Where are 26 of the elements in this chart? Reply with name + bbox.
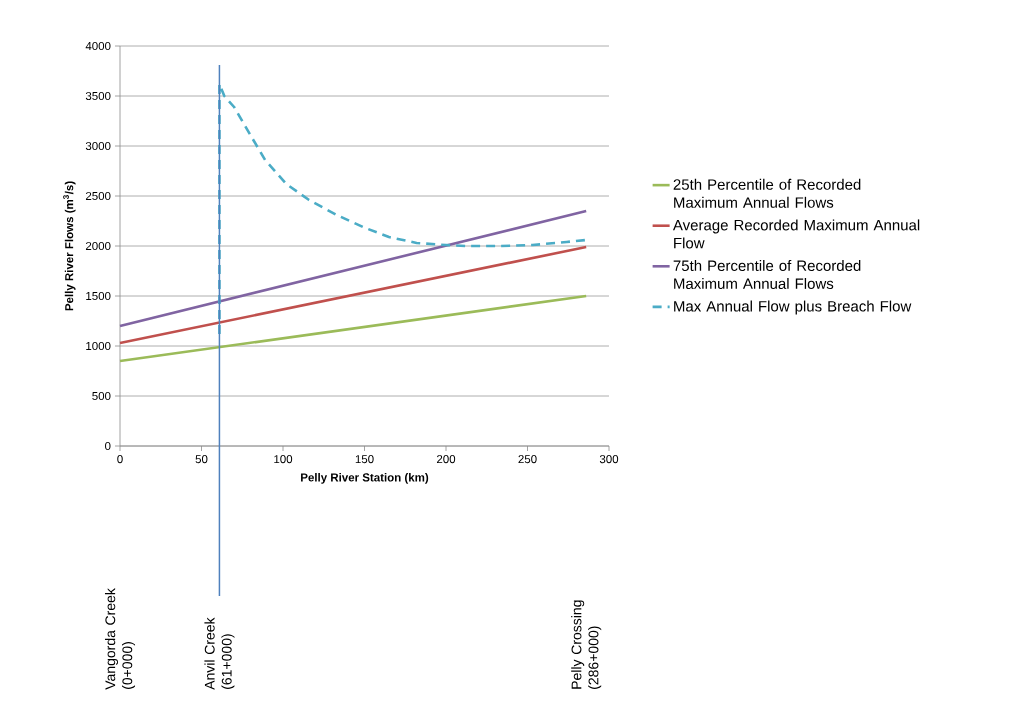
x-tick-label: 150 — [355, 455, 374, 464]
legend-label: Average Recorded Maximum Annual Flow — [672, 219, 920, 249]
legend-label: 75th Percentile of Recorded Maximum Annual Flows — [673, 259, 861, 290]
y-tick-label: 1000 — [86, 341, 111, 351]
x-tick-label: 250 — [518, 455, 537, 464]
legend-label: Max Annual Flow plus Breach Flow — [674, 300, 912, 315]
x-tick-label: 50 — [195, 455, 208, 464]
y-tick-label: 3000 — [85, 141, 111, 151]
y-tick-label: 0 — [105, 441, 111, 451]
x-tick-label: 100 — [274, 455, 293, 464]
y-tick-label: 4000 — [85, 41, 111, 51]
y-tick-label: 500 — [92, 391, 111, 401]
x-tick-label: 200 — [436, 455, 456, 464]
y-tick-label: 2000 — [85, 241, 111, 251]
ref-line-label: Anvil Creek (61+000) — [204, 617, 235, 690]
x-tick-label: 0 — [117, 455, 123, 464]
x-axis-title: Pelly River Station (km) — [301, 473, 429, 484]
y-axis-title: Pelly River Flows (m$^{3}$/s) — [63, 181, 76, 311]
x-tick-label: 300 — [599, 455, 619, 464]
y-tick-label: 2500 — [85, 191, 111, 201]
y-tick-label: 3500 — [85, 91, 111, 101]
text: Pelly Crossing (286+000) — [571, 600, 602, 689]
y-tick-label: 1500 — [86, 291, 111, 301]
line-series — [218, 82, 588, 336]
text: Vangorda Creek (0+000) — [104, 588, 136, 690]
legend-label: 25th Percentile of Recorded Maximum Annual Flows — [673, 178, 861, 208]
